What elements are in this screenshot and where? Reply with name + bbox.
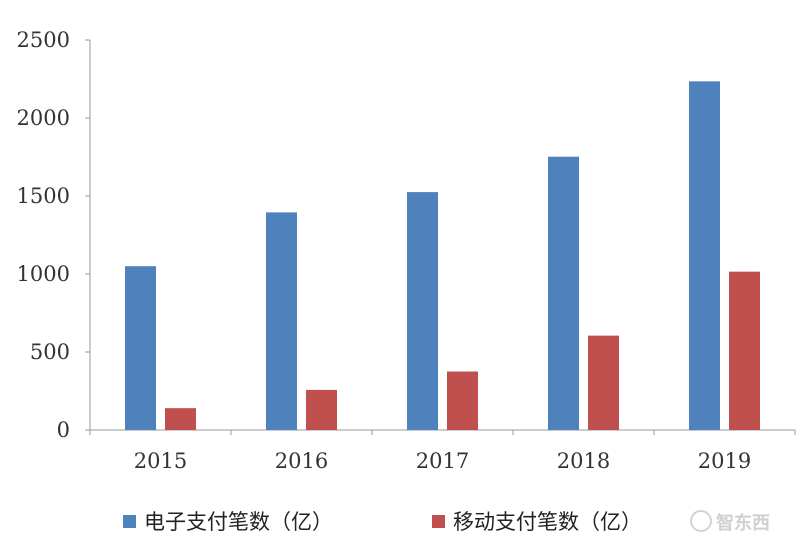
x-tick-label: 2017 — [416, 449, 469, 473]
y-tick-label: 0 — [57, 418, 70, 442]
x-tick-label: 2015 — [134, 449, 187, 473]
bars — [125, 81, 760, 431]
watermark-icon — [690, 510, 712, 532]
bar-electronic-2019 — [689, 81, 720, 430]
x-axis: 2015 2016 2017 2018 2019 — [89, 429, 796, 473]
legend-swatch-electronic — [123, 515, 136, 528]
bar-electronic-2015 — [125, 266, 156, 430]
watermark-text: 智东西 — [716, 512, 770, 534]
legend-label-mobile: 移动支付笔数（亿） — [453, 510, 642, 534]
y-tick-label: 500 — [30, 340, 70, 364]
bar-electronic-2018 — [548, 156, 579, 431]
y-tick-label: 1000 — [17, 262, 70, 286]
x-tick-label: 2018 — [557, 449, 610, 473]
bar-mobile-2017 — [447, 371, 478, 430]
y-tick-label: 2500 — [17, 28, 70, 52]
legend: 电子支付笔数（亿） 移动支付笔数（亿） — [123, 510, 642, 534]
bar-electronic-2017 — [407, 192, 438, 430]
legend-label-electronic: 电子支付笔数（亿） — [144, 510, 333, 534]
watermark-logo: 智东西 — [690, 510, 770, 534]
bar-mobile-2016 — [306, 389, 337, 430]
x-tick-label: 2016 — [275, 449, 328, 473]
legend-swatch-mobile — [432, 515, 445, 528]
y-tick-label: 1500 — [17, 184, 70, 208]
y-axis: 0 500 1000 1500 2000 2500 — [17, 28, 91, 442]
bar-mobile-2015 — [165, 408, 196, 430]
x-tick-label: 2019 — [698, 449, 751, 473]
bar-electronic-2016 — [266, 212, 297, 430]
bar-mobile-2019 — [729, 271, 760, 430]
bar-mobile-2018 — [588, 335, 619, 430]
y-tick-label: 2000 — [17, 106, 70, 130]
